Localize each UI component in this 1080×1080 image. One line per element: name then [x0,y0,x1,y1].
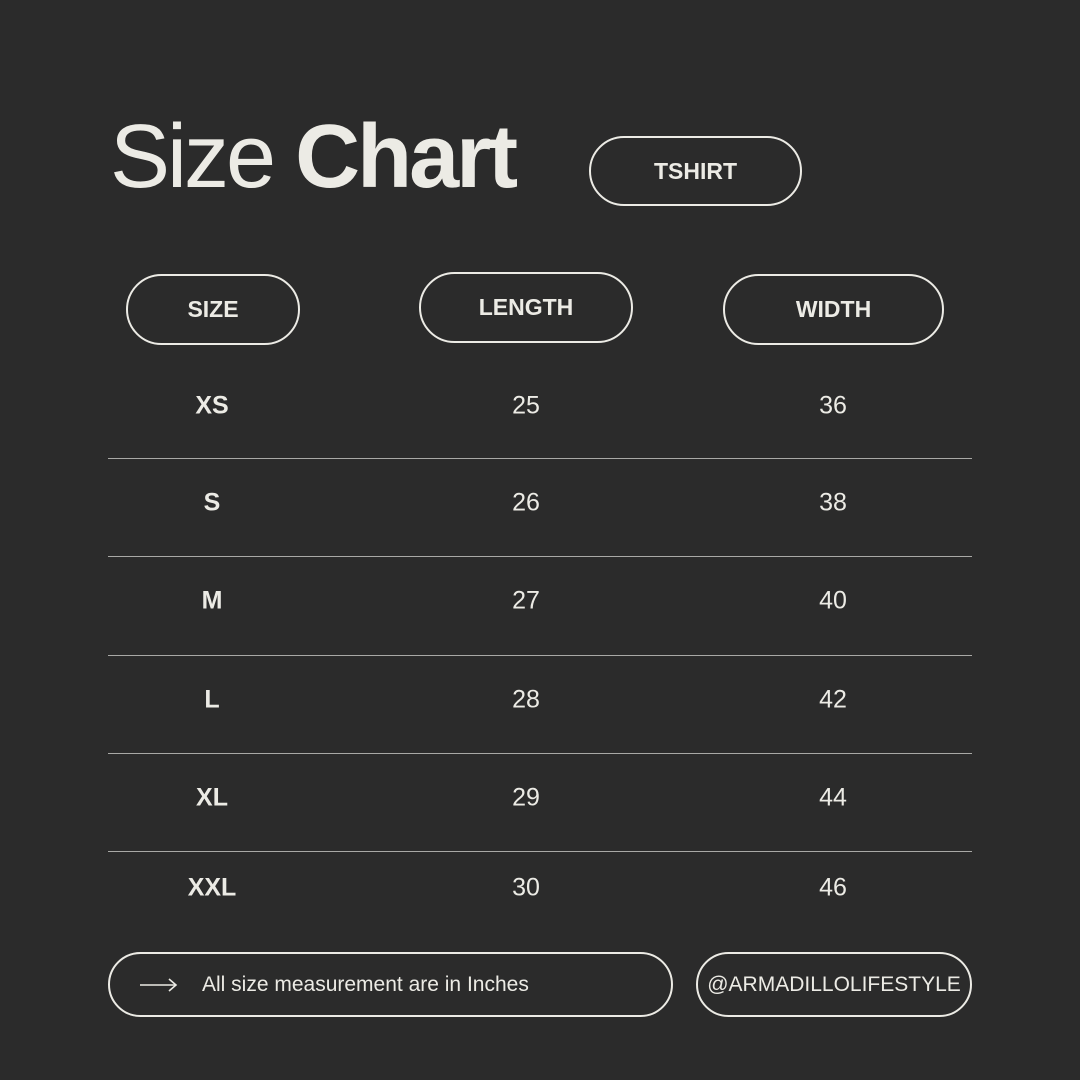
cell-length: 30 [512,873,540,902]
cell-length: 29 [512,783,540,812]
row-divider [108,655,972,656]
cell-width: 38 [819,488,847,517]
cell-length: 26 [512,488,540,517]
cell-size: XS [195,391,229,420]
cell-width: 36 [819,391,847,420]
cell-size: S [203,488,221,517]
brand-handle: @ARMADILLOLIFESTYLE [696,952,972,1017]
row-divider [108,556,972,557]
title-bold: Chart [295,107,518,207]
title-light: Size [110,107,276,207]
row-divider [108,458,972,459]
cell-size: XL [196,783,228,812]
header-length: LENGTH [419,272,633,343]
header-size: SIZE [126,274,300,345]
row-divider [108,851,972,852]
cell-size: L [204,685,220,714]
note-text: All size measurement are in Inches [202,972,529,996]
arrow-right-icon [140,977,178,992]
cell-length: 27 [512,586,540,615]
cell-size: M [201,586,223,615]
row-divider [108,753,972,754]
cell-width: 42 [819,685,847,714]
cell-width: 44 [819,783,847,812]
measurement-note: All size measurement are in Inches [108,952,673,1017]
cell-width: 46 [819,873,847,902]
cell-width: 40 [819,586,847,615]
cell-length: 28 [512,685,540,714]
category-badge: TSHIRT [589,136,802,206]
header-width: WIDTH [723,274,944,345]
page-title: Size Chart [110,112,518,202]
cell-length: 25 [512,391,540,420]
cell-size: XXL [187,873,237,902]
